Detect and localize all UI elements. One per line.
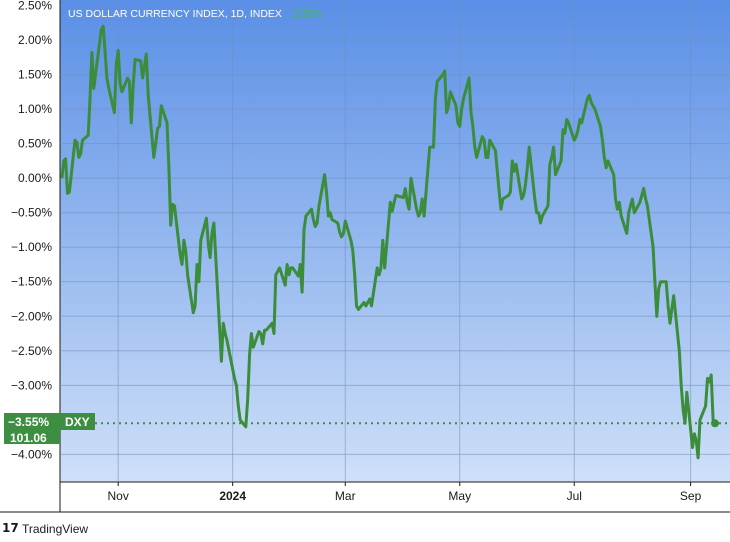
tradingview-logo-icon: 17 <box>2 521 19 535</box>
y-tick-label: −4.00% <box>11 447 52 461</box>
y-tick-label: 2.50% <box>18 0 52 13</box>
y-tick-label: −2.00% <box>11 309 52 323</box>
x-tick-label: Mar <box>335 489 356 503</box>
chart-title: US DOLLAR CURRENCY INDEX, 1D, INDEX <box>68 8 282 20</box>
badge-left-box <box>4 413 60 444</box>
y-tick-label: 1.50% <box>18 68 52 82</box>
y-tick-label: −0.50% <box>11 206 52 220</box>
series-line-dxy <box>60 24 717 460</box>
chart-title-change: −3.55% <box>286 8 322 20</box>
tradingview-brand: TradingView <box>22 522 89 536</box>
y-tick-label: −3.00% <box>11 378 52 392</box>
y-tick-label: −2.50% <box>11 344 52 358</box>
y-axis-ticks: 2.50% 2.00% 1.50% 1.00% 0.50% 0.00% −0.50% −1.0… <box>11 0 52 461</box>
x-tick-label: Sep <box>680 489 702 503</box>
y-tick-label: −1.00% <box>11 240 52 254</box>
last-point-marker <box>711 419 719 428</box>
plot-area <box>60 0 730 482</box>
x-tick-label: Nov <box>108 489 129 503</box>
y-tick-label: 1.00% <box>18 102 52 116</box>
y-tick-label: −1.50% <box>11 275 52 289</box>
footer: 17 TradingView <box>0 518 200 540</box>
x-tick-label: May <box>448 489 471 503</box>
y-tick-label: 0.00% <box>18 171 52 185</box>
gridlines <box>60 0 730 482</box>
badge-symbol: DXY <box>65 415 90 429</box>
badge-change: −3.55% <box>8 415 49 429</box>
y-tick-label: 2.00% <box>18 33 52 47</box>
last-value-badge: −3.55% 101.06 DXY <box>4 413 95 445</box>
x-tick-label: Jul <box>567 489 582 503</box>
x-axis-ticks: Nov 2024 Mar May Jul Sep <box>108 482 702 503</box>
x-tick-label: 2024 <box>219 489 246 503</box>
badge-symbol-box <box>60 413 95 430</box>
badge-price: 101.06 <box>10 431 47 445</box>
y-tick-label: 0.50% <box>18 137 52 151</box>
